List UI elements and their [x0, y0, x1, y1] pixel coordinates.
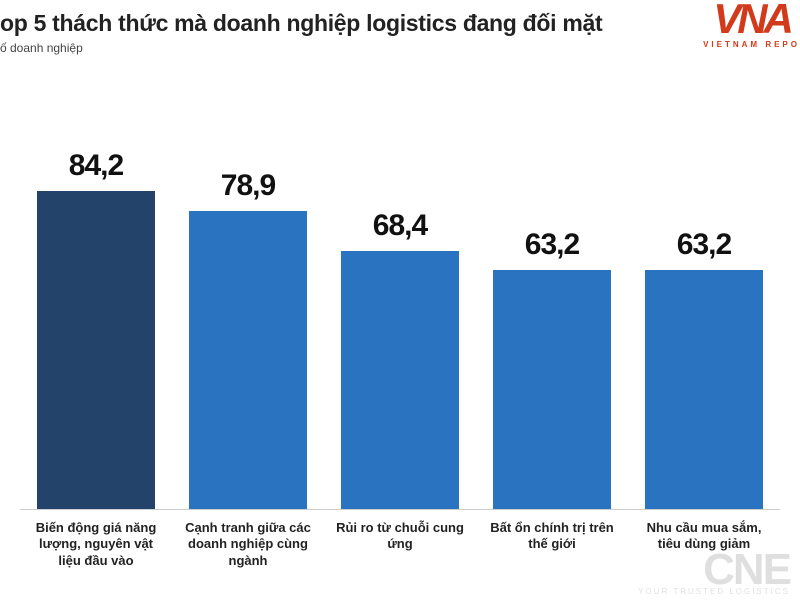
bar: 78,9: [189, 211, 308, 509]
x-axis-label: Nhu cầu mua sắm, tiêu dùng giảm: [628, 514, 780, 580]
bar-slot: 63,2: [628, 80, 780, 509]
x-axis-label: Cạnh tranh giữa các doanh nghiệp cùng ng…: [172, 514, 324, 580]
bar-value-label: 84,2: [69, 149, 123, 183]
logo-mark: VNA: [703, 2, 800, 36]
bar-value-label: 68,4: [373, 209, 427, 243]
plot-area: 84,2 78,9 68,4 63,2 63,2: [20, 80, 780, 510]
bar: 63,2: [645, 270, 764, 509]
bar-value-label: 63,2: [525, 228, 579, 262]
bar: 63,2: [493, 270, 612, 509]
brand-logo: VNA VIETNAM REPO: [703, 2, 800, 49]
bar-slot: 68,4: [324, 80, 476, 509]
header: op 5 thách thức mà doanh nghiệp logistic…: [0, 0, 800, 55]
bar-slot: 78,9: [172, 80, 324, 509]
bar: 68,4: [341, 251, 460, 509]
bars-container: 84,2 78,9 68,4 63,2 63,2: [20, 80, 780, 509]
x-axis-labels: Biến động giá năng lượng, nguyên vật liệ…: [20, 514, 780, 580]
bar-slot: 84,2: [20, 80, 172, 509]
bar: 84,2: [37, 191, 156, 509]
watermark-sub: YOUR TRUSTED LOGISTICS: [638, 587, 790, 596]
logo-subtext: VIETNAM REPO: [703, 40, 800, 49]
chart-title: op 5 thách thức mà doanh nghiệp logistic…: [0, 10, 780, 37]
bar-slot: 63,2: [476, 80, 628, 509]
x-axis-label: Biến động giá năng lượng, nguyên vật liệ…: [20, 514, 172, 580]
bar-value-label: 63,2: [677, 228, 731, 262]
bar-value-label: 78,9: [221, 169, 275, 203]
chart-area: 84,2 78,9 68,4 63,2 63,2 Biến động giá năng …: [0, 80, 800, 580]
x-axis-label: Rủi ro từ chuỗi cung ứng: [324, 514, 476, 580]
chart-subtitle: ố doanh nghiệp: [0, 41, 780, 55]
x-axis-label: Bất ổn chính trị trên thế giới: [476, 514, 628, 580]
